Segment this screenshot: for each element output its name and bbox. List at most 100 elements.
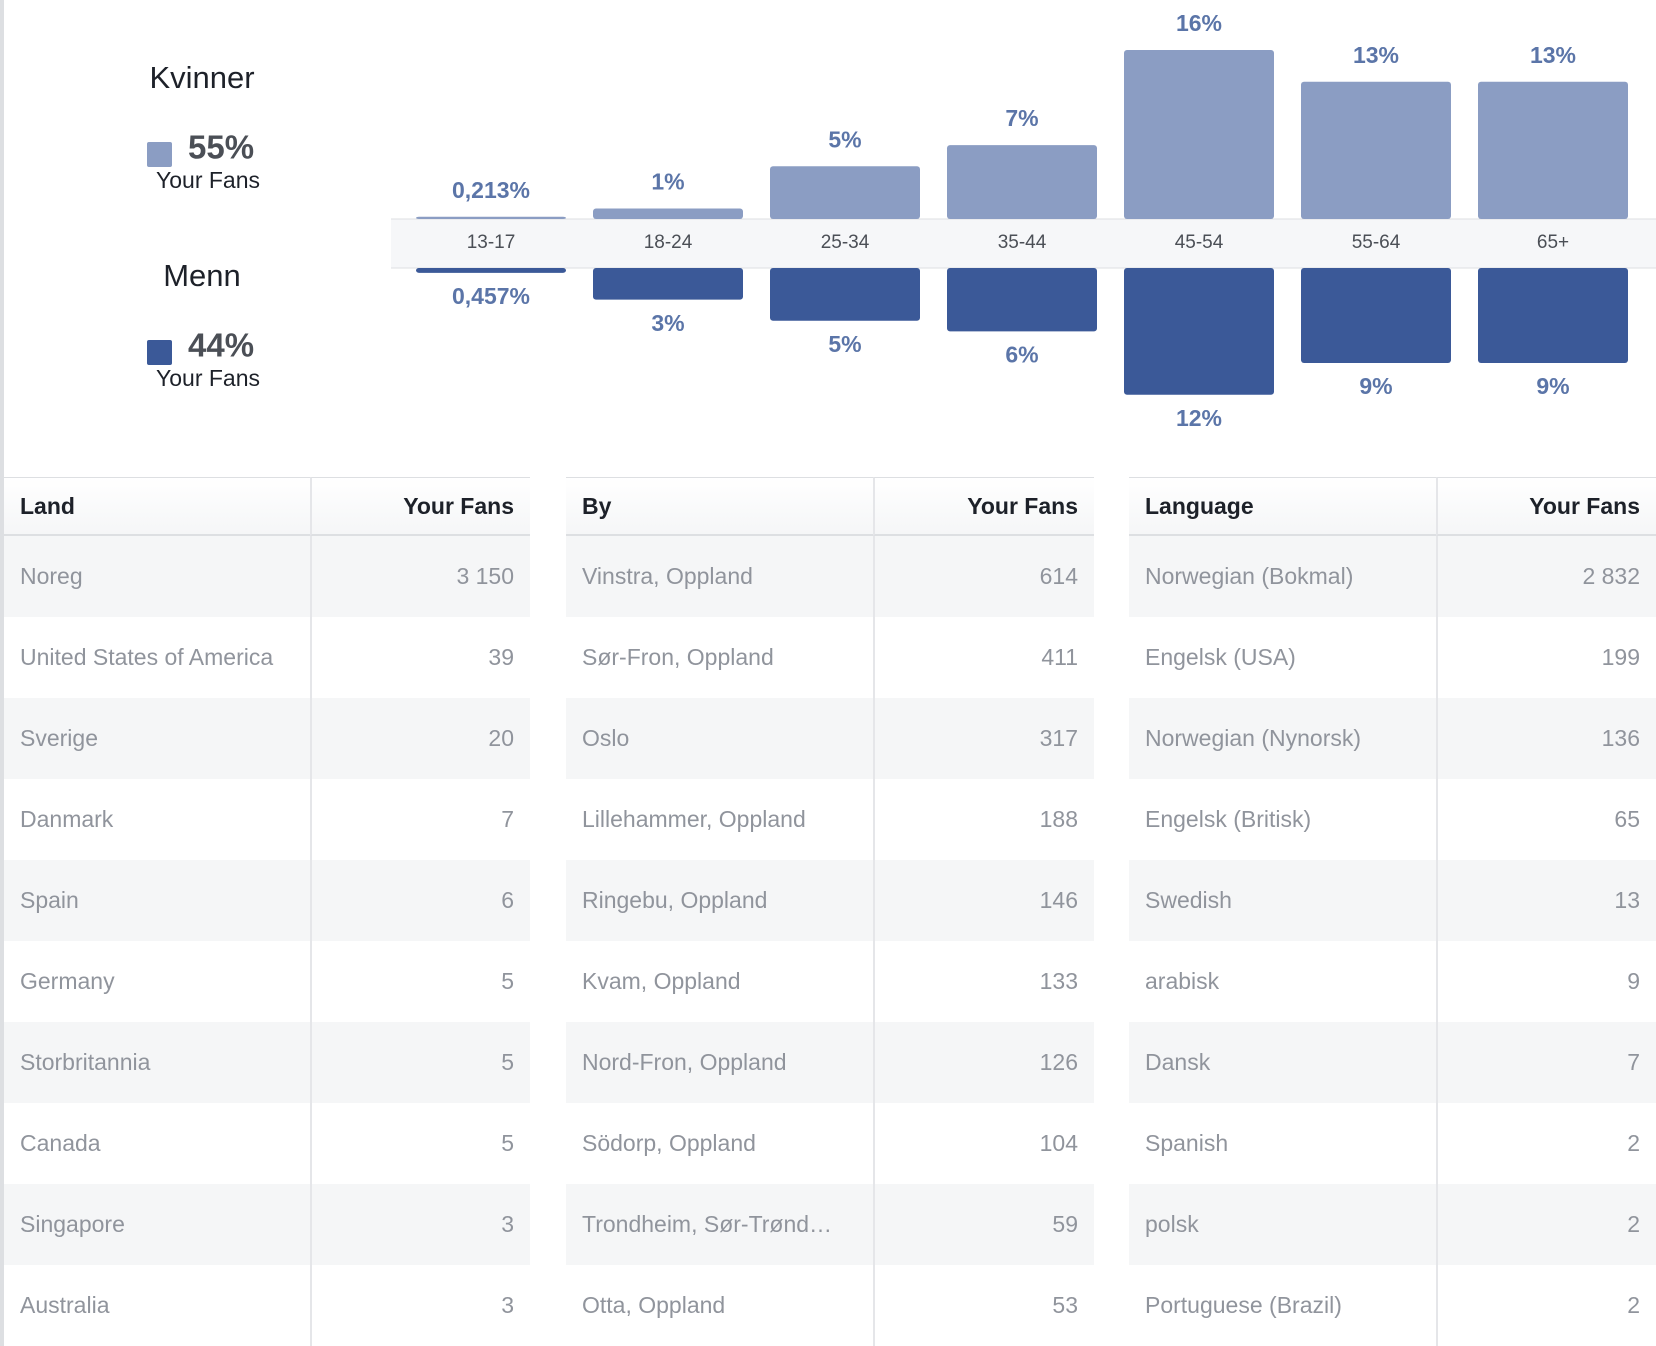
fans-table: Land Your Fans Noreg 3 150 United States of …	[4, 477, 530, 1346]
table-cell: Trondheim, Sør-Trønd…	[566, 1184, 873, 1265]
bar	[1478, 81, 1628, 219]
table-cell: Spanish	[1129, 1103, 1436, 1184]
table-cell: 2	[1436, 1103, 1656, 1184]
table-cell: 7	[1436, 1022, 1656, 1103]
table-cell: 126	[873, 1022, 1094, 1103]
bar	[770, 166, 920, 219]
table-cell: Vinstra, Oppland	[566, 536, 873, 617]
table-cell: Singapore	[4, 1184, 310, 1265]
table-cell: 39	[310, 617, 530, 698]
bar	[1301, 268, 1451, 364]
table-header: Land	[4, 477, 310, 536]
x-tick-label: 13-17	[467, 232, 516, 253]
table-cell: 59	[873, 1184, 1094, 1265]
value-label: 12%	[1176, 405, 1222, 431]
table-cell: Nord-Fron, Oppland	[566, 1022, 873, 1103]
axis-strip	[391, 219, 1656, 268]
legend-swatch	[147, 142, 172, 167]
legend-caption: Your Fans	[156, 167, 260, 193]
table-cell: Oslo	[566, 698, 873, 779]
legend-name: Menn	[163, 258, 241, 293]
table-cell: 5	[310, 1022, 530, 1103]
table-cell: Norwegian (Nynorsk)	[1129, 698, 1436, 779]
table-cell: 104	[873, 1103, 1094, 1184]
table-header: Language	[1129, 477, 1436, 536]
fans-table: Language Your Fans Norwegian (Bokmal) 2 832…	[1129, 477, 1656, 1346]
table-cell: 3 150	[310, 536, 530, 617]
bar	[416, 216, 566, 219]
table-cell: Engelsk (Britisk)	[1129, 779, 1436, 860]
x-tick-label: 18-24	[644, 232, 693, 253]
value-label: 16%	[1176, 10, 1222, 36]
bar	[1124, 50, 1274, 219]
legend-caption: Your Fans	[156, 365, 260, 391]
table-cell: 13	[1436, 860, 1656, 941]
bar	[416, 268, 566, 273]
table-cell: Ringebu, Oppland	[566, 860, 873, 941]
value-label: 5%	[828, 331, 861, 357]
table-cell: United States of America	[4, 617, 310, 698]
value-label: 0,213%	[452, 177, 530, 203]
fans-table: By Your Fans Vinstra, Oppland 614 Sør-Fron, …	[566, 477, 1094, 1346]
x-tick-label: 55-64	[1352, 232, 1401, 253]
table-cell: Swedish	[1129, 860, 1436, 941]
table-cell: 9	[1436, 941, 1656, 1022]
x-tick-label: 35-44	[998, 232, 1047, 253]
table-cell: Noreg	[4, 536, 310, 617]
value-label: 0,457%	[452, 283, 530, 309]
table-cell: Södorp, Oppland	[566, 1103, 873, 1184]
bar	[593, 268, 743, 300]
table-cell: Engelsk (USA)	[1129, 617, 1436, 698]
table-header: By	[566, 477, 873, 536]
table-cell: Sør-Fron, Oppland	[566, 617, 873, 698]
table-cell: Australia	[4, 1265, 310, 1346]
table-cell: 2	[1436, 1265, 1656, 1346]
table-cell: Canada	[4, 1103, 310, 1184]
table-cell: 53	[873, 1265, 1094, 1346]
table-cell: 188	[873, 779, 1094, 860]
table-cell: 317	[873, 698, 1094, 779]
value-label: 9%	[1536, 373, 1569, 399]
table-cell: 65	[1436, 779, 1656, 860]
value-label: 5%	[828, 126, 861, 152]
table-cell: polsk	[1129, 1184, 1436, 1265]
value-label: 13%	[1353, 42, 1399, 68]
table-cell: 5	[310, 941, 530, 1022]
table-cell: 199	[1436, 617, 1656, 698]
table-cell: Kvam, Oppland	[566, 941, 873, 1022]
table-cell: Norwegian (Bokmal)	[1129, 536, 1436, 617]
table-cell: 2	[1436, 1184, 1656, 1265]
bar	[1124, 268, 1274, 395]
table-cell: Spain	[4, 860, 310, 941]
table-cell: 133	[873, 941, 1094, 1022]
table-cell: 5	[310, 1103, 530, 1184]
table-cell: 614	[873, 536, 1094, 617]
x-tick-label: 45-54	[1175, 232, 1224, 253]
bar	[593, 208, 743, 219]
legend-share: 55%	[188, 129, 254, 166]
table-cell: Danmark	[4, 779, 310, 860]
table-header: Your Fans	[310, 477, 530, 536]
value-label: 9%	[1359, 373, 1392, 399]
bar	[1301, 81, 1451, 219]
age-gender-chart: 13-17 18-24 25-34 35-44 45-54 55-64 65+ 0,213% 1…	[147, 10, 1656, 431]
table-cell: 2 832	[1436, 536, 1656, 617]
table-cell: Storbritannia	[4, 1022, 310, 1103]
table-cell: Lillehammer, Oppland	[566, 779, 873, 860]
table-cell: Sverige	[4, 698, 310, 779]
table-header: Your Fans	[1436, 477, 1656, 536]
table-cell: 7	[310, 779, 530, 860]
table-cell: 146	[873, 860, 1094, 941]
table-cell: Dansk	[1129, 1022, 1436, 1103]
legend-swatch	[147, 340, 172, 365]
table-cell: 136	[1436, 698, 1656, 779]
value-label: 6%	[1005, 341, 1038, 367]
legend-name: Kvinner	[149, 60, 254, 95]
table-header: Your Fans	[873, 477, 1094, 536]
table-cell: 20	[310, 698, 530, 779]
table-cell: arabisk	[1129, 941, 1436, 1022]
x-tick-label: 25-34	[821, 232, 870, 253]
bar	[770, 268, 920, 321]
value-label: 1%	[651, 169, 684, 195]
